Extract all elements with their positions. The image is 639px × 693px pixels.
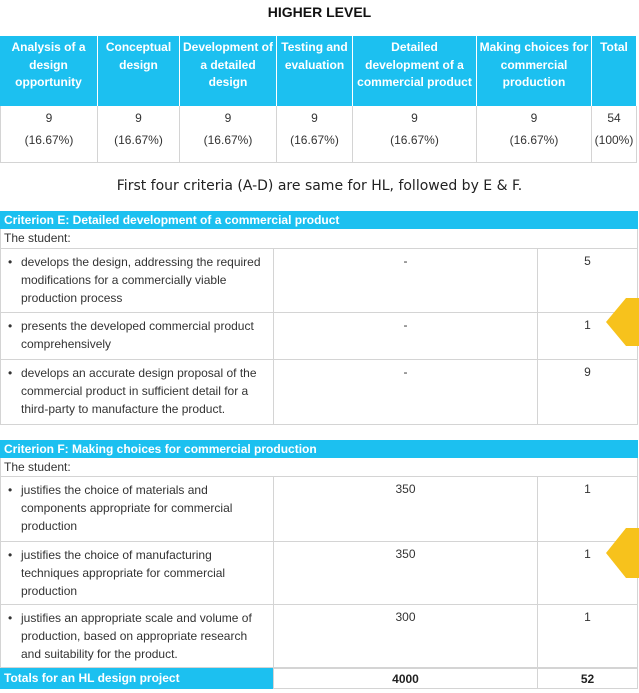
criterion-heading: Criterion F: Making choices for commerci… [0, 440, 638, 458]
totals-marks: 52 [537, 668, 638, 689]
criterion-text: presents the developed commercial produc… [0, 313, 274, 360]
points: - [273, 249, 538, 313]
intro: The student: [0, 458, 638, 477]
points: - [273, 360, 538, 425]
percent: (16.67%) [390, 133, 439, 147]
summary-header-cell: Detailed development of a commercial pro… [353, 36, 477, 106]
points: 300 [273, 605, 538, 668]
summary-header-cell: Conceptual design [98, 36, 180, 106]
marks: 9 [411, 111, 418, 125]
criterion-text: develops the design, addressing the requ… [0, 249, 274, 313]
points: - [273, 313, 538, 360]
summary-cell: 9 (16.67%) [353, 106, 477, 163]
marks: 1 [537, 542, 638, 605]
criterion-text: justifies the choice of materials and co… [0, 477, 274, 542]
points: 350 [273, 477, 538, 542]
percent: (16.67%) [203, 133, 253, 147]
summary-cell: 9 (16.67%) [180, 106, 277, 163]
criterion-text: develops an accurate design proposal of … [0, 360, 274, 425]
summary-cell: 9 (16.67%) [98, 106, 180, 163]
summary-cell: 9 (16.67%) [477, 106, 592, 163]
marks: 1 [537, 313, 638, 360]
totals-label: Totals for an HL design project [0, 668, 274, 689]
criterion-text: justifies the choice of manufacturing te… [0, 542, 274, 605]
summary-cell: 9 (16.67%) [0, 106, 98, 163]
marks: 54 [607, 111, 621, 125]
summary-header-cell: Total [592, 36, 637, 106]
marks: 9 [530, 111, 538, 125]
summary-header-cell: Development of a detailed design [180, 36, 277, 106]
marks: 9 [45, 111, 53, 125]
percent: (16.67%) [290, 133, 339, 147]
marks: 9 [537, 360, 638, 425]
summary-cell: 9 (16.67%) [277, 106, 353, 163]
points: 350 [273, 542, 538, 605]
summary-cell: 54 (100%) [592, 106, 637, 163]
marks: 1 [537, 605, 638, 668]
marks: 1 [537, 477, 638, 542]
percent: (16.67%) [114, 133, 163, 147]
summary-header-cell: Making choices for commercial production [477, 36, 592, 106]
percent: (100%) [594, 133, 634, 147]
criterion-heading: Criterion E: Detailed development of a c… [0, 211, 638, 229]
marks: 5 [537, 249, 638, 313]
marks: 9 [135, 111, 142, 125]
note: First four criteria (A-D) are same for H… [116, 178, 523, 194]
marks: 9 [311, 111, 318, 125]
summary-header-cell: Testing and evaluation [277, 36, 353, 106]
criterion-text: justifies an appropriate scale and volum… [0, 605, 274, 668]
totals-points: 4000 [273, 668, 538, 689]
percent: (16.67%) [509, 133, 559, 147]
intro: The student: [0, 229, 638, 249]
marks: 9 [224, 111, 232, 125]
summary-header-cell: Analysis of a design opportunity [0, 36, 98, 106]
percent: (16.67%) [24, 133, 74, 147]
page-title: HIGHER LEVEL [267, 4, 372, 20]
